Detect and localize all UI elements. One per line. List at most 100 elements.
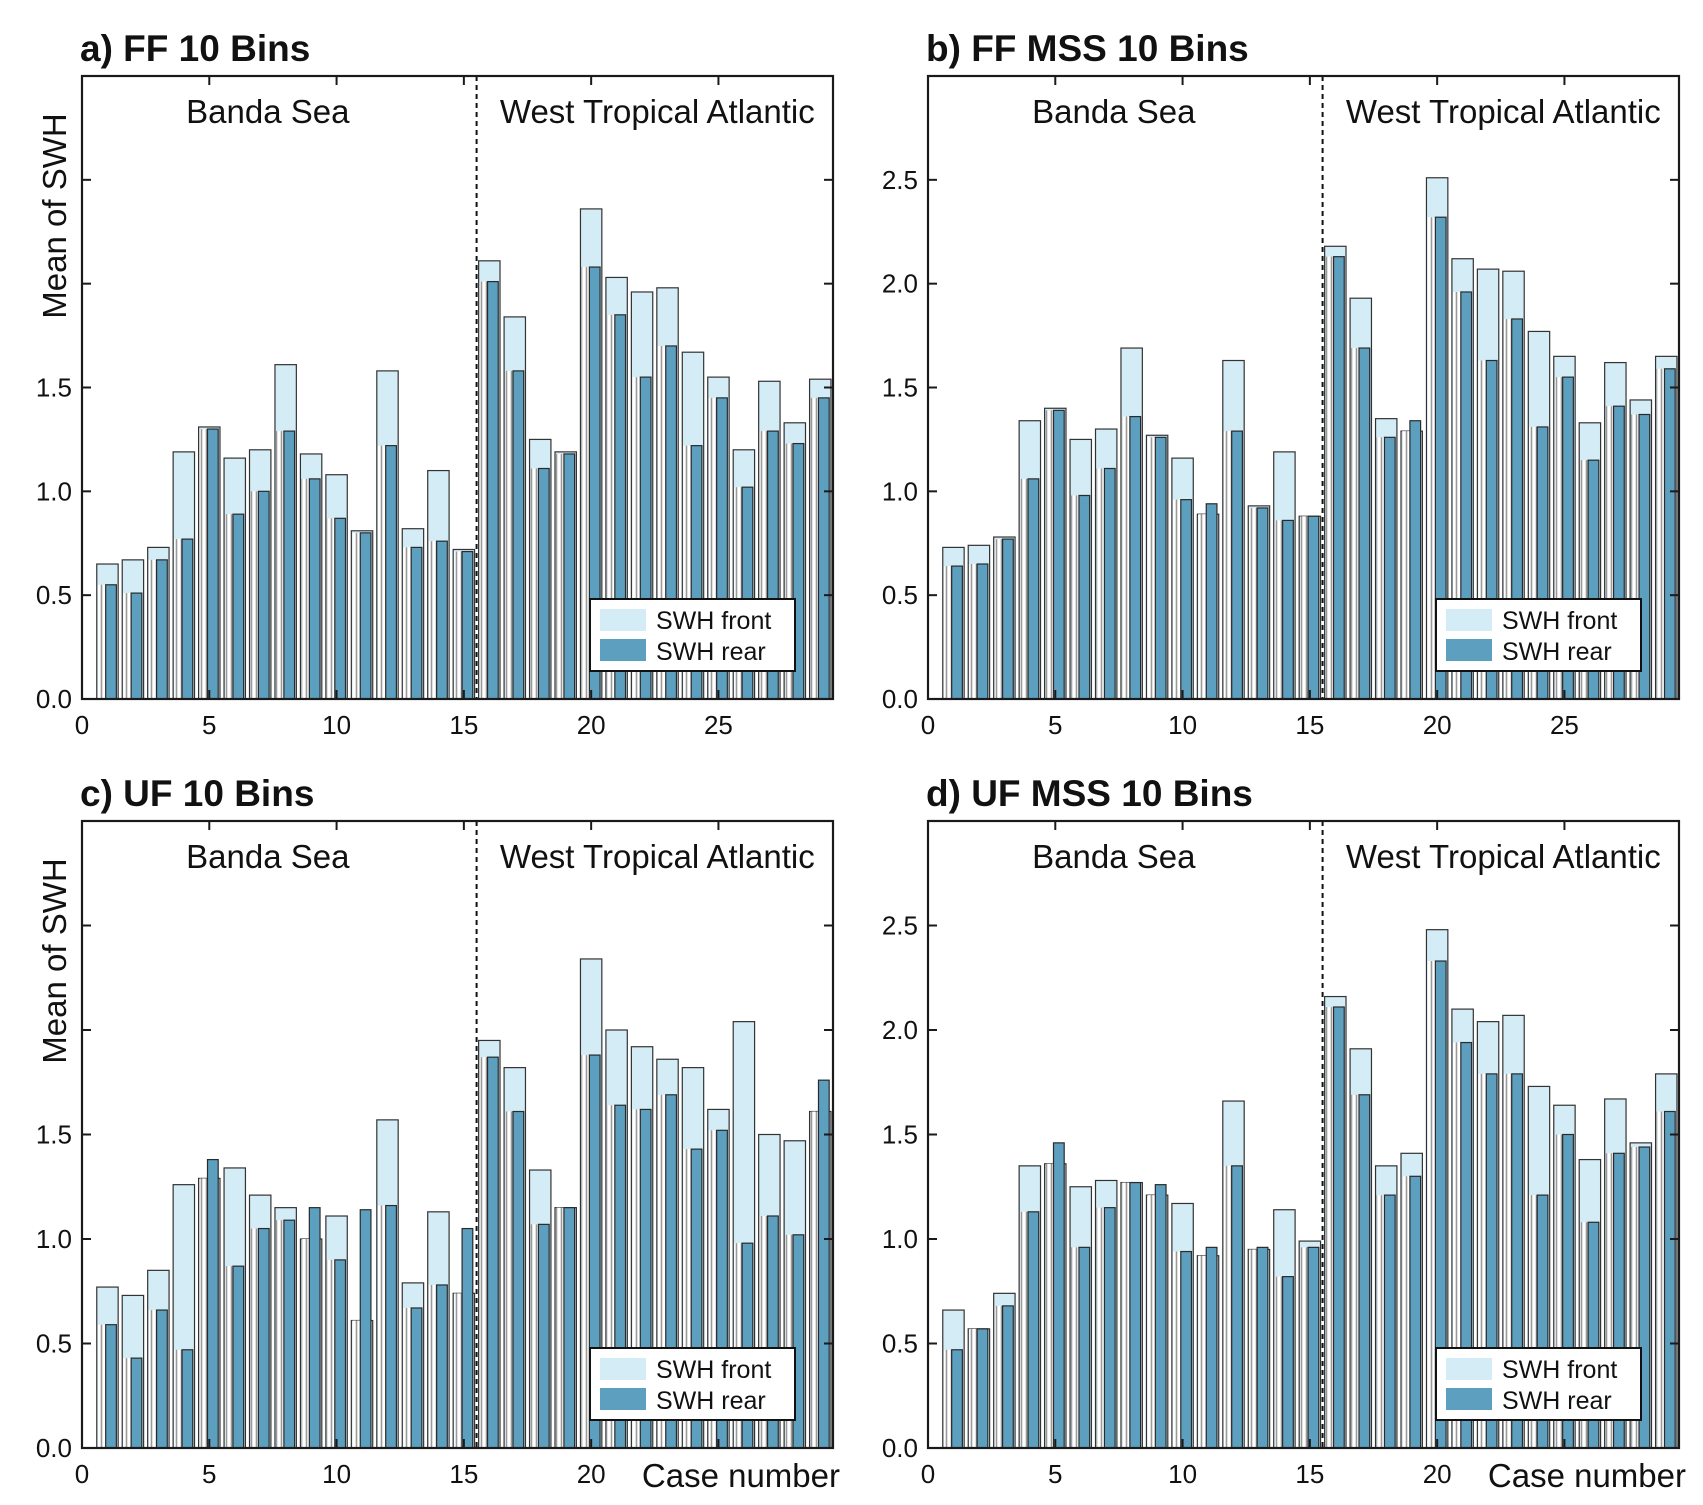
bar-hatch bbox=[1452, 291, 1463, 699]
y-tick-label: 1.5 bbox=[882, 1120, 918, 1150]
bar-rear bbox=[308, 1207, 321, 1449]
x-axis-label: Case number bbox=[642, 1457, 840, 1494]
bar-rear bbox=[257, 490, 270, 700]
y-tick-label: 1.0 bbox=[882, 1224, 918, 1254]
bar-rear bbox=[385, 1204, 398, 1449]
legend-label-rear: SWH rear bbox=[1502, 1387, 1612, 1415]
bar-hatch bbox=[1478, 360, 1489, 699]
bar-hatch bbox=[1096, 468, 1107, 699]
bar-hatch bbox=[1045, 1163, 1056, 1448]
bar-rear bbox=[334, 517, 347, 700]
bar-hatch bbox=[1402, 431, 1412, 699]
bar-hatch bbox=[1605, 1153, 1616, 1448]
bar-hatch bbox=[1376, 1195, 1387, 1448]
bar-rear bbox=[976, 1328, 989, 1449]
bar-rear bbox=[1307, 515, 1320, 700]
bar-rear bbox=[1409, 420, 1422, 700]
panel-b: b) FF MSS 10 Bins Banda Sea West Tropical … bbox=[882, 28, 1681, 740]
bar-rear bbox=[1027, 1211, 1040, 1449]
bar-hatch bbox=[1223, 1165, 1234, 1448]
bar-rear bbox=[951, 1349, 963, 1449]
bar-rear bbox=[1358, 1094, 1371, 1449]
bar-hatch bbox=[225, 1266, 235, 1448]
y-tick-label: 0.0 bbox=[36, 1433, 72, 1463]
bar-hatch bbox=[683, 445, 693, 699]
bar-hatch bbox=[943, 1349, 954, 1448]
bar-rear bbox=[1027, 478, 1040, 700]
bar-hatch bbox=[1427, 961, 1438, 1448]
bar-hatch bbox=[1198, 514, 1209, 699]
legend-swatch-front bbox=[600, 609, 646, 631]
bar-hatch bbox=[1249, 1249, 1259, 1448]
bar-hatch bbox=[1198, 1255, 1209, 1448]
legend-label-front: SWH front bbox=[656, 607, 771, 635]
y-tick-label: 0.5 bbox=[882, 1329, 918, 1359]
legend-label-front: SWH front bbox=[1502, 607, 1617, 635]
bar-hatch bbox=[994, 1305, 1005, 1448]
bar-rear bbox=[1383, 436, 1396, 700]
bar-rear bbox=[1358, 347, 1371, 700]
bar-hatch bbox=[403, 547, 413, 699]
bar-rear bbox=[283, 430, 296, 700]
bar-hatch bbox=[632, 1109, 643, 1448]
bar-hatch bbox=[326, 1259, 337, 1448]
bar-rear bbox=[1001, 1305, 1014, 1449]
y-axis-label: Mean of SWH bbox=[36, 113, 73, 318]
bar-rear bbox=[1282, 1276, 1294, 1449]
bar-hatch bbox=[1351, 348, 1361, 699]
bar-hatch bbox=[1274, 1276, 1285, 1448]
region-label-banda-sea: Banda Sea bbox=[1032, 838, 1196, 875]
bar-hatch bbox=[734, 487, 744, 699]
x-tick-label: 10 bbox=[322, 710, 351, 740]
panel-title: c) UF 10 Bins bbox=[80, 773, 314, 814]
legend-swatch-front bbox=[1446, 609, 1492, 631]
bar-hatch bbox=[1351, 1094, 1361, 1448]
bar-hatch bbox=[1172, 1251, 1183, 1448]
x-tick-label: 0 bbox=[75, 1459, 89, 1489]
x-tick-label: 15 bbox=[449, 1459, 478, 1489]
bar-rear bbox=[130, 592, 143, 700]
legend-swatch-front bbox=[1446, 1358, 1492, 1380]
bar-hatch bbox=[606, 1105, 617, 1448]
bar-hatch bbox=[352, 1320, 363, 1448]
bar-hatch bbox=[1274, 520, 1285, 699]
bar-hatch bbox=[969, 564, 979, 699]
bar-hatch bbox=[708, 397, 719, 699]
bar-rear bbox=[436, 540, 448, 700]
bar-hatch bbox=[556, 1207, 566, 1448]
bar-rear bbox=[537, 467, 550, 700]
bar-hatch bbox=[530, 1224, 541, 1448]
bar-hatch bbox=[174, 1349, 184, 1448]
panel-title: a) FF 10 Bins bbox=[80, 28, 310, 69]
bar-rear bbox=[1256, 507, 1269, 700]
bar-hatch bbox=[454, 551, 464, 699]
bar-hatch bbox=[759, 1216, 770, 1448]
bar-hatch bbox=[97, 1324, 108, 1448]
y-tick-label: 0.0 bbox=[882, 684, 918, 714]
bar-hatch bbox=[994, 539, 1005, 699]
bar-hatch bbox=[428, 541, 439, 699]
panel-title: d) UF MSS 10 Bins bbox=[926, 773, 1253, 814]
bar-hatch bbox=[97, 584, 108, 699]
legend-swatch-front bbox=[600, 1358, 646, 1380]
bar-hatch bbox=[1096, 1207, 1107, 1448]
bar-hatch bbox=[301, 1239, 312, 1448]
bar-hatch bbox=[1554, 377, 1565, 699]
bar-rear bbox=[512, 1110, 525, 1449]
y-tick-label: 2.0 bbox=[882, 269, 918, 299]
bar-hatch bbox=[1452, 1042, 1463, 1448]
x-tick-label: 10 bbox=[322, 1459, 351, 1489]
bar-hatch bbox=[1529, 426, 1539, 699]
bar-rear bbox=[283, 1219, 296, 1449]
x-tick-label: 15 bbox=[1295, 1459, 1324, 1489]
bar-hatch bbox=[1503, 318, 1514, 699]
bar-hatch bbox=[785, 443, 795, 699]
bar-rear bbox=[486, 280, 499, 700]
bar-hatch bbox=[1071, 495, 1081, 699]
bar-rear bbox=[563, 1207, 576, 1449]
bar-rear bbox=[512, 370, 525, 700]
bar-rear bbox=[359, 532, 372, 700]
bar-hatch bbox=[530, 468, 541, 699]
y-tick-label: 1.0 bbox=[36, 1224, 72, 1254]
